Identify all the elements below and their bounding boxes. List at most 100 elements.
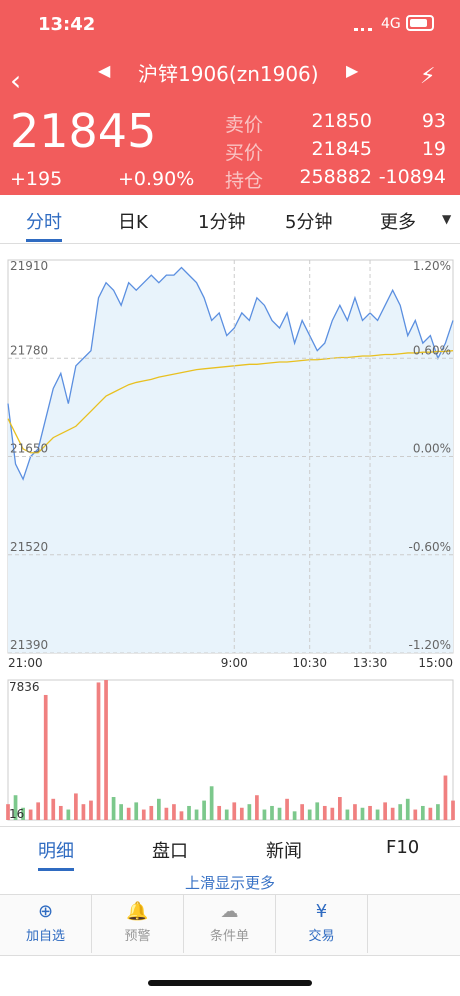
volume-bar bbox=[58, 805, 63, 820]
volume-bar bbox=[66, 809, 71, 820]
volume-bar bbox=[6, 804, 10, 820]
toolbar-button[interactable]: ☁ 条件单 bbox=[184, 895, 276, 953]
quote-volume: 93 bbox=[421, 110, 446, 132]
volume-bar bbox=[89, 800, 93, 820]
period-tab[interactable]: 1分钟 bbox=[198, 212, 246, 233]
detail-tab[interactable]: F10 bbox=[386, 837, 420, 858]
plot-frame bbox=[7, 679, 454, 821]
volume-bar bbox=[232, 802, 237, 820]
volume-bar bbox=[149, 805, 154, 820]
volume-bar bbox=[239, 807, 244, 820]
charts: 21910 21780 21650 21520 21390 1.20% 0.60% 0.00%… bbox=[6, 259, 455, 821]
toolbar-button[interactable]: ⊕ 加自选 bbox=[0, 895, 92, 953]
back-button[interactable]: ‹ bbox=[10, 64, 22, 97]
volume-bar bbox=[353, 804, 357, 820]
volume-bar bbox=[413, 809, 418, 820]
average-line bbox=[7, 350, 454, 454]
volume-bar bbox=[74, 793, 78, 820]
volume-bar bbox=[119, 804, 123, 820]
period-tab[interactable]: 更多 bbox=[380, 212, 416, 233]
volume-bar bbox=[126, 807, 131, 820]
x-tick-label: 9:00 bbox=[221, 656, 248, 670]
volume-bar bbox=[141, 809, 146, 820]
volume-bar bbox=[322, 805, 327, 820]
toolbar: ⊕ 加自选 🔔 预警 ☁ 条件单 ¥ 交易 bbox=[0, 894, 460, 956]
volume-bar bbox=[156, 798, 161, 820]
period-tabs: 分时 日K 1分钟 5分钟 更多 ▼ bbox=[0, 195, 460, 244]
signal-icon bbox=[354, 18, 372, 31]
y-tick-label: 21780 bbox=[10, 343, 48, 357]
change-pct: +0.90% bbox=[118, 168, 195, 190]
network: 4G bbox=[381, 16, 401, 32]
volume-bar bbox=[307, 809, 312, 820]
y-tick-label: 21390 bbox=[10, 638, 48, 652]
y-tick-label: 16 bbox=[9, 807, 24, 821]
x-tick-label: 15:00 bbox=[418, 656, 453, 670]
quote-volume: 19 bbox=[421, 138, 446, 160]
volume-bar bbox=[187, 805, 191, 820]
toolbar-button[interactable]: ¥ 交易 bbox=[276, 895, 368, 953]
volume-bar bbox=[360, 807, 365, 820]
more-hint[interactable]: 上滑显示更多 bbox=[184, 874, 275, 892]
quote-value: 21850 bbox=[311, 110, 372, 132]
detail-tab[interactable]: 明细 bbox=[38, 837, 74, 871]
volume-bar bbox=[21, 807, 25, 820]
y2-tick-label: -1.20% bbox=[409, 638, 451, 652]
volume-bar bbox=[104, 680, 108, 820]
status-time: 13:42 bbox=[38, 14, 96, 35]
volume-bar bbox=[443, 775, 448, 820]
x-tick-label: 13:30 bbox=[353, 656, 388, 670]
contract-title: 沪锌1906(zn1906) bbox=[138, 62, 319, 86]
period-tab[interactable]: 分时 bbox=[26, 208, 62, 242]
flash-button[interactable]: ⚡ bbox=[420, 64, 436, 89]
volume-bar bbox=[255, 795, 259, 820]
volume-bar bbox=[375, 809, 380, 820]
detail-tab[interactable]: 盘口 bbox=[152, 841, 188, 862]
detail-tab[interactable]: 新闻 bbox=[266, 841, 302, 862]
quote-label: 卖价 bbox=[225, 114, 264, 136]
volume-bar bbox=[436, 804, 440, 820]
y-tick-label: 21520 bbox=[10, 540, 48, 554]
last-price: 21845 bbox=[10, 104, 157, 158]
volume-bar bbox=[172, 804, 176, 820]
y2-tick-label: 1.20% bbox=[413, 259, 451, 273]
next-button[interactable]: ▶ bbox=[346, 61, 359, 80]
volume-bar bbox=[179, 811, 184, 820]
volume-bar bbox=[28, 809, 33, 820]
toolbar-button[interactable]: 🔔 预警 bbox=[92, 895, 184, 953]
period-tab[interactable]: 5分钟 bbox=[285, 212, 333, 233]
detail-tabs: 明细 盘口 新闻 F10 bbox=[0, 826, 460, 871]
volume-bar bbox=[202, 800, 206, 820]
toolbar-label: 条件单 bbox=[209, 929, 249, 944]
volume-bar bbox=[224, 809, 229, 820]
quote-header: 13:42 4G ‹ ◀ 沪锌1906(zn1906) ▶ ⚡ 21845 +1… bbox=[0, 0, 460, 195]
volume-bar bbox=[134, 802, 139, 820]
volume-bar bbox=[51, 798, 56, 820]
volume-bar bbox=[420, 805, 425, 820]
volume-bar bbox=[315, 802, 320, 820]
volume-bar bbox=[247, 804, 252, 820]
toolbar-label: 交易 bbox=[308, 929, 335, 944]
prev-button[interactable]: ◀ bbox=[98, 61, 111, 80]
volume-bar bbox=[398, 804, 403, 820]
quote-value: 21845 bbox=[311, 138, 372, 160]
y2-tick-label: 0.00% bbox=[413, 442, 451, 456]
home-indicator bbox=[148, 980, 312, 986]
volume-bar bbox=[300, 804, 305, 820]
y-tick-label: 7836 bbox=[9, 680, 40, 694]
toolbar-icon: ☁ bbox=[220, 901, 239, 922]
toolbar-icon: ⊕ bbox=[37, 901, 54, 922]
period-tab[interactable]: 日K bbox=[118, 212, 148, 233]
volume-bar bbox=[164, 807, 169, 820]
battery-icon bbox=[406, 15, 434, 31]
y2-tick-label: -0.60% bbox=[409, 540, 451, 554]
volume-bar bbox=[209, 786, 214, 820]
price-line bbox=[7, 266, 454, 481]
toolbar-label: 加自选 bbox=[25, 929, 65, 944]
volume-bar bbox=[285, 798, 289, 820]
quote-value: 258882 bbox=[299, 166, 372, 188]
volume-bar bbox=[36, 802, 41, 820]
volume-bar bbox=[368, 805, 372, 820]
toolbar-label: 预警 bbox=[124, 929, 151, 944]
